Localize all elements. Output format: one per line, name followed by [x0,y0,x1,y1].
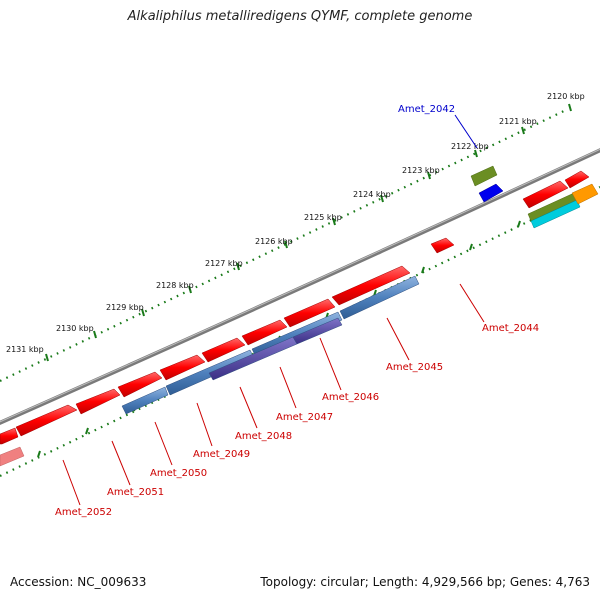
genome-backbone [0,148,600,425]
outer-major-ticks [45,103,572,362]
forward-gene[interactable] [564,170,590,189]
kbp-label: 2128 kbp [156,281,194,290]
kbp-label: 2127 kbp [205,259,243,268]
accession-text: Accession: NC_009633 [10,575,147,589]
forward-gene[interactable] [241,319,288,346]
kbp-label: 2125 kbp [304,213,342,222]
forward-gene-amet2044[interactable] [430,237,455,254]
reverse-genes [0,275,420,467]
kbp-label: 2126 kbp [255,237,293,246]
reverse-gene[interactable] [339,275,420,320]
kbp-label: 2124 kbp [353,190,391,199]
reverse-gene-dark[interactable] [208,336,298,381]
forward-gene[interactable] [159,354,206,381]
forward-gene[interactable] [201,337,246,363]
gene-label: Amet_2042 [398,104,455,115]
forward-gene[interactable] [283,298,336,328]
gene-cyan[interactable] [530,199,581,229]
forward-gene[interactable] [331,265,411,306]
gene-labels: Amet_2042 Amet_2044 Amet_2045 Amet_2046 … [55,104,539,518]
other-genes [470,165,599,229]
reverse-gene-pink[interactable] [0,446,25,467]
gene-amet2042[interactable] [478,183,504,203]
gene-label: Amet_2051 [107,487,164,498]
forward-gene[interactable] [15,404,78,437]
gene-orange[interactable] [571,183,599,205]
kbp-label: 2130 kbp [56,324,94,333]
gene-olive[interactable] [470,165,498,187]
kbp-label: 2122 kbp [451,142,489,151]
reverse-gene[interactable] [121,386,169,415]
forward-gene[interactable] [0,427,19,445]
kbp-label: 2120 kbp [547,92,585,101]
forward-gene[interactable] [522,180,569,209]
gene-label: Amet_2050 [150,468,207,479]
gene-label: Amet_2046 [322,392,379,403]
genome-backbone-highlight [0,148,600,423]
gene-label: Amet_2044 [482,323,539,334]
forward-genes [0,170,590,445]
kbp-label: 2129 kbp [106,303,144,312]
gene-label: Amet_2048 [235,431,292,442]
forward-gene[interactable] [117,371,163,398]
kbp-labels: 2120 kbp 2121 kbp 2122 kbp 2123 kbp 2124… [6,92,585,354]
forward-gene[interactable] [75,388,121,415]
kbp-label: 2121 kbp [499,117,537,126]
leader-lines [62,114,485,506]
gene-label: Amet_2045 [386,362,443,373]
reverse-gene-dark[interactable] [292,317,343,345]
gene-label: Amet_2049 [193,449,250,460]
gene-label: Amet_2052 [55,507,112,518]
genome-stats-text: Topology: circular; Length: 4,929,566 bp… [260,575,590,589]
map-title: Alkaliphilus metalliredigens QYMF, compl… [127,9,473,24]
kbp-label: 2131 kbp [6,345,44,354]
kbp-label: 2123 kbp [402,166,440,175]
gene-label: Amet_2047 [276,412,333,423]
